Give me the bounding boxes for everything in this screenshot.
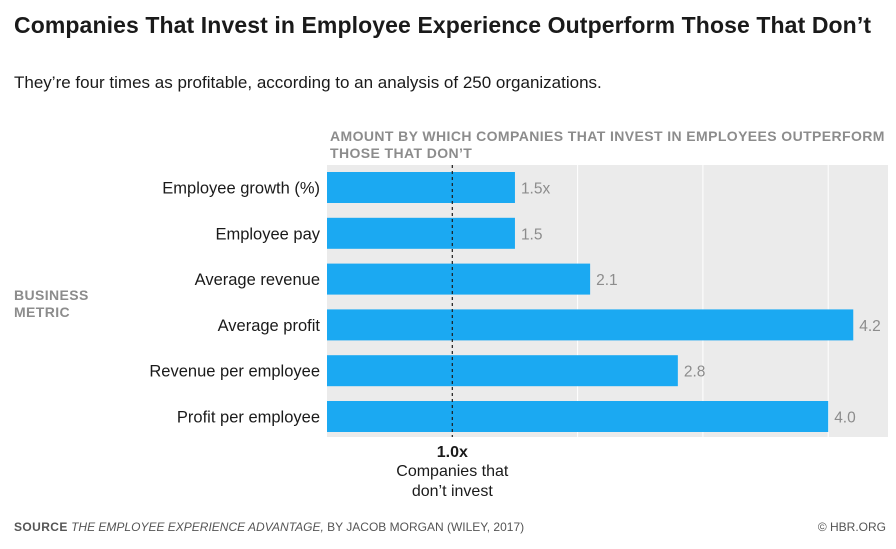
chart-subtitle: They’re four times as profitable, accord…: [14, 73, 602, 92]
data-label: 1.5: [521, 226, 543, 243]
category-label: Average revenue: [195, 271, 320, 289]
source-note: SOURCE THE EMPLOYEE EXPERIENCE ADVANTAGE…: [14, 520, 524, 534]
category-label: Average profit: [218, 317, 321, 335]
bar: [327, 217, 515, 249]
bar-chart: Employee growth (%) 1.5x Employee pay 1.5 Av…: [149, 165, 888, 500]
source-key: SOURCE: [14, 520, 68, 534]
category-label: Profit per employee: [177, 409, 320, 427]
bar: [327, 401, 829, 432]
plot-panel: [327, 165, 888, 437]
data-label: 2.1: [596, 272, 618, 289]
bar: [327, 309, 854, 341]
category-label: Employee pay: [215, 225, 320, 243]
bar: [327, 263, 591, 295]
baseline-label: 1.0x: [437, 444, 468, 461]
source-book: THE EMPLOYEE EXPERIENCE ADVANTAGE,: [71, 520, 324, 534]
credit: © HBR.ORG: [817, 520, 886, 534]
data-label: 4.0: [834, 410, 856, 427]
data-label: 2.8: [684, 364, 706, 381]
baseline-caption-line2: don’t invest: [412, 483, 493, 500]
y-axis-group-label: BUSINESS METRIC: [14, 287, 89, 320]
bar: [327, 172, 515, 203]
chart-title: Companies That Invest in Employee Experi…: [14, 12, 872, 38]
source-rest: BY JACOB MORGAN (WILEY, 2017): [327, 520, 525, 534]
baseline-caption-line1: Companies that: [396, 463, 509, 480]
bar: [327, 355, 678, 387]
data-label: 4.2: [859, 318, 881, 335]
data-label: 1.5x: [521, 181, 551, 198]
category-label: Employee growth (%): [162, 180, 320, 198]
panel-heading: AMOUNT BY WHICH COMPANIES THAT INVEST IN…: [330, 128, 885, 161]
category-label: Revenue per employee: [149, 363, 320, 381]
